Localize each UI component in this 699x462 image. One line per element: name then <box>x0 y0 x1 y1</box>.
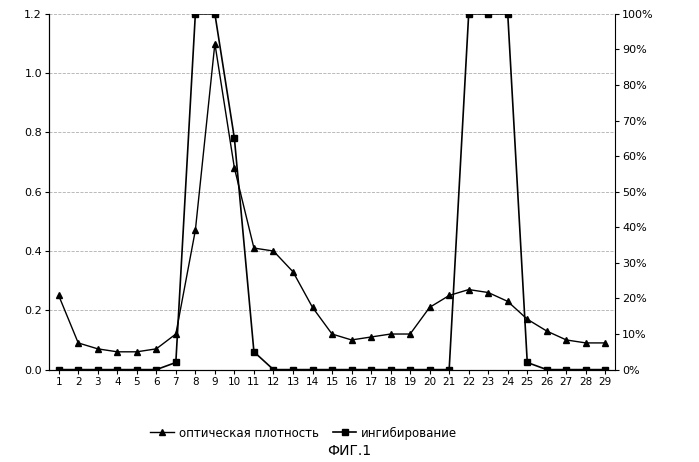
ингибирование <box>523 360 531 365</box>
ингибирование <box>269 367 278 372</box>
оптическая плотность <box>94 346 102 352</box>
Text: ФИГ.1: ФИГ.1 <box>327 444 372 458</box>
оптическая плотность <box>230 165 238 171</box>
ингибирование <box>94 367 102 372</box>
оптическая плотность <box>503 298 512 304</box>
ингибирование <box>172 360 180 365</box>
оптическая плотность <box>210 41 219 46</box>
ингибирование <box>289 367 297 372</box>
Legend: оптическая плотность, ингибирование: оптическая плотность, ингибирование <box>145 422 462 444</box>
ингибирование <box>426 367 434 372</box>
оптическая плотность <box>55 293 63 298</box>
оптическая плотность <box>152 346 161 352</box>
оптическая плотность <box>367 334 375 340</box>
ингибирование <box>191 11 199 17</box>
оптическая плотность <box>406 331 415 337</box>
оптическая плотность <box>465 287 473 292</box>
ингибирование <box>582 367 590 372</box>
ингибирование <box>113 367 122 372</box>
оптическая плотность <box>74 340 82 346</box>
оптическая плотность <box>445 293 454 298</box>
оптическая плотность <box>250 245 258 251</box>
оптическая плотность <box>269 248 278 254</box>
оптическая плотность <box>523 316 531 322</box>
оптическая плотность <box>133 349 141 355</box>
ингибирование <box>55 367 63 372</box>
оптическая плотность <box>582 340 590 346</box>
ингибирование <box>484 11 492 17</box>
ингибирование <box>406 367 415 372</box>
ингибирование <box>387 367 395 372</box>
ингибирование <box>445 367 454 372</box>
оптическая плотность <box>484 290 492 295</box>
оптическая плотность <box>328 331 336 337</box>
оптическая плотность <box>113 349 122 355</box>
оптическая плотность <box>308 304 317 310</box>
ингибирование <box>367 367 375 372</box>
ингибирование <box>250 349 258 355</box>
оптическая плотность <box>601 340 610 346</box>
оптическая плотность <box>172 331 180 337</box>
ингибирование <box>152 367 161 372</box>
оптическая плотность <box>387 331 395 337</box>
Line: ингибирование: ингибирование <box>55 10 609 373</box>
ингибирование <box>347 367 356 372</box>
Line: оптическая плотность: оптическая плотность <box>55 40 609 355</box>
ингибирование <box>308 367 317 372</box>
ингибирование <box>230 136 238 141</box>
ингибирование <box>465 11 473 17</box>
ингибирование <box>210 11 219 17</box>
оптическая плотность <box>426 304 434 310</box>
оптическая плотность <box>542 328 551 334</box>
ингибирование <box>601 367 610 372</box>
ингибирование <box>74 367 82 372</box>
ингибирование <box>328 367 336 372</box>
ингибирование <box>503 11 512 17</box>
оптическая плотность <box>347 337 356 343</box>
ингибирование <box>562 367 570 372</box>
ингибирование <box>542 367 551 372</box>
ингибирование <box>133 367 141 372</box>
оптическая плотность <box>562 337 570 343</box>
оптическая плотность <box>191 227 199 233</box>
оптическая плотность <box>289 269 297 274</box>
